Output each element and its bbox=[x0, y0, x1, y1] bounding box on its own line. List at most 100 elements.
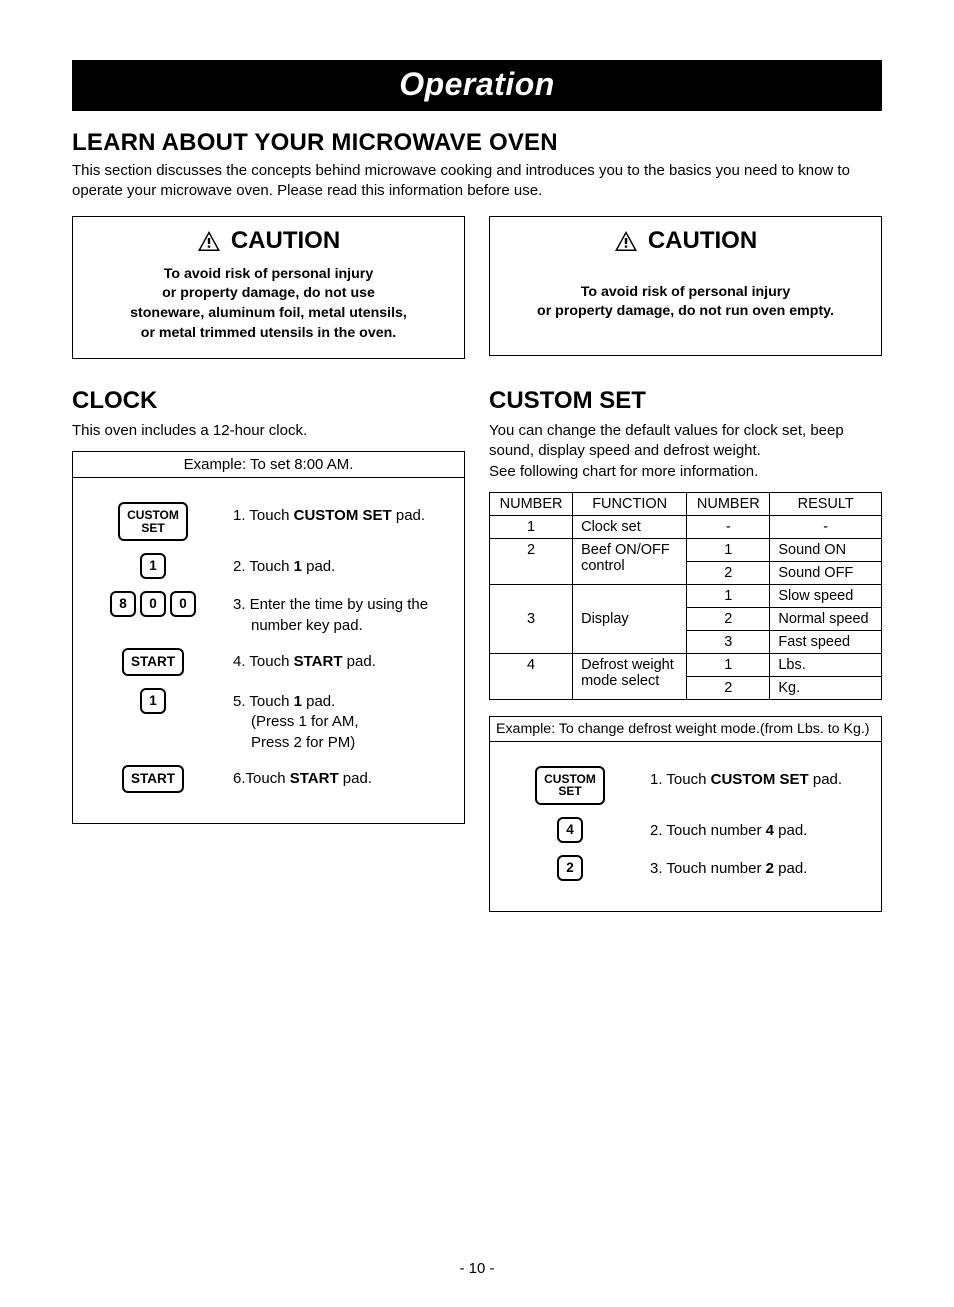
cell-r2-func-l1: Beef ON/OFF bbox=[581, 542, 670, 558]
cell-r4-func-l1: Defrost weight bbox=[581, 657, 674, 673]
clock-step-5: 1 5. Touch 1 pad. (Press 1 for AM, Press… bbox=[83, 688, 454, 753]
cell-r3-res2: Normal speed bbox=[770, 607, 882, 630]
clock-s3-l2: number key pad. bbox=[233, 616, 454, 636]
caution-right-line1: To avoid risk of personal injury bbox=[581, 284, 790, 300]
table-row: 1 Clock set - - bbox=[490, 515, 882, 538]
cell-r3-sub3: 3 bbox=[687, 630, 770, 653]
custom-title: CUSTOM SET bbox=[489, 387, 882, 415]
clock-s4-post: pad. bbox=[343, 653, 376, 670]
one-pad-b: 1 bbox=[140, 688, 166, 714]
caution-label-right: CAUTION bbox=[648, 227, 757, 255]
custom-intro: You can change the default values for cl… bbox=[489, 421, 882, 482]
custom-s2-pre: 2. Touch number bbox=[650, 822, 766, 839]
clock-title: CLOCK bbox=[72, 387, 465, 415]
custom-table: NUMBER FUNCTION NUMBER RESULT 1 Clock se… bbox=[489, 492, 882, 700]
custom-intro-l1: You can change the default values for cl… bbox=[489, 422, 844, 459]
clock-s1-pre: 1. Touch bbox=[233, 507, 294, 524]
custom-s3-post: pad. bbox=[774, 860, 807, 877]
caution-row: CAUTION To avoid risk of personal injury… bbox=[72, 216, 882, 360]
custom-step-1: CUSTOM SET 1. Touch CUSTOM SET pad. bbox=[500, 766, 871, 805]
two-pad: 2 bbox=[557, 855, 583, 881]
custom-s3-bold: 2 bbox=[766, 860, 774, 877]
custom-step-1-text: 1. Touch CUSTOM SET pad. bbox=[650, 766, 871, 790]
custom-example-box: Example: To change defrost weight mode.(… bbox=[489, 716, 882, 912]
clock-step-6-text: 6.Touch START pad. bbox=[233, 765, 454, 789]
clock-step-2-text: 2. Touch 1 pad. bbox=[233, 553, 454, 577]
caution-header-right: CAUTION bbox=[502, 227, 869, 255]
custom-s3-pre: 3. Touch number bbox=[650, 860, 766, 877]
caution-left-line1: To avoid risk of personal injury bbox=[164, 266, 373, 282]
cell-r3-sub2: 2 bbox=[687, 607, 770, 630]
cell-r1-func: Clock set bbox=[573, 515, 687, 538]
cell-r3-func: Display bbox=[573, 584, 687, 653]
cell-r2-res2: Sound OFF bbox=[770, 561, 882, 584]
cell-r4-sub2: 2 bbox=[687, 676, 770, 699]
custom-set-pad-l2: SET bbox=[141, 522, 164, 535]
clock-s6-pre: 6.Touch bbox=[233, 770, 290, 787]
table-row: 3 Display 1 Slow speed bbox=[490, 584, 882, 607]
one-pad: 1 bbox=[140, 553, 166, 579]
cell-r2-sub2: 2 bbox=[687, 561, 770, 584]
caution-body-right: To avoid risk of personal injury or prop… bbox=[502, 265, 869, 323]
cell-r2-func-l2: control bbox=[581, 558, 625, 574]
learn-intro: This section discusses the concepts behi… bbox=[72, 161, 882, 202]
clock-s5-bold: 1 bbox=[294, 693, 302, 710]
custom-step-2-text: 2. Touch number 4 pad. bbox=[650, 817, 871, 841]
custom-s2-post: pad. bbox=[774, 822, 807, 839]
clock-s6-bold: START bbox=[290, 770, 339, 787]
caution-right-line2: or property damage, do not run oven empt… bbox=[537, 303, 834, 319]
warning-icon bbox=[197, 230, 221, 252]
clock-s2-pre: 2. Touch bbox=[233, 558, 294, 575]
table-row: 2 Beef ON/OFF control 1 Sound ON bbox=[490, 538, 882, 561]
caution-left-line3: stoneware, aluminum foil, metal utensils… bbox=[130, 305, 407, 321]
page-banner: Operation bbox=[72, 60, 882, 111]
clock-s3-l1: 3. Enter the time by using the bbox=[233, 596, 428, 613]
th-number-a: NUMBER bbox=[490, 492, 573, 515]
cell-r1-sub: - bbox=[687, 515, 770, 538]
custom-step-3-text: 3. Touch number 2 pad. bbox=[650, 855, 871, 879]
clock-s4-pre: 4. Touch bbox=[233, 653, 294, 670]
caution-header-left: CAUTION bbox=[85, 227, 452, 255]
cell-r2-sub1: 1 bbox=[687, 538, 770, 561]
custom-set-pad-b: CUSTOM SET bbox=[535, 766, 605, 805]
clock-s5-l2: (Press 1 for AM, bbox=[233, 712, 454, 732]
start-pad-a: START bbox=[122, 648, 184, 676]
clock-step-6: START 6.Touch START pad. bbox=[83, 765, 454, 793]
clock-step-5-text: 5. Touch 1 pad. (Press 1 for AM, Press 2… bbox=[233, 688, 454, 753]
cell-r3-num: 3 bbox=[490, 584, 573, 653]
cell-r4-res2: Kg. bbox=[770, 676, 882, 699]
clock-step-3-text: 3. Enter the time by using the number ke… bbox=[233, 591, 454, 636]
clock-example-box: Example: To set 8:00 AM. CUSTOM SET 1. T… bbox=[72, 451, 465, 824]
cell-r2-func: Beef ON/OFF control bbox=[573, 538, 687, 584]
cell-r4-sub1: 1 bbox=[687, 653, 770, 676]
page-number: - 10 - bbox=[0, 1260, 954, 1277]
cell-r2-res1: Sound ON bbox=[770, 538, 882, 561]
clock-s4-bold: START bbox=[294, 653, 343, 670]
clock-s6-post: pad. bbox=[339, 770, 372, 787]
cell-r2-num: 2 bbox=[490, 538, 573, 584]
clock-step-4-text: 4. Touch START pad. bbox=[233, 648, 454, 672]
caution-box-left: CAUTION To avoid risk of personal injury… bbox=[72, 216, 465, 360]
content-row: CLOCK This oven includes a 12-hour clock… bbox=[72, 359, 882, 912]
cell-r4-func: Defrost weight mode select bbox=[573, 653, 687, 699]
custom-set-pad-b-l2: SET bbox=[558, 785, 581, 798]
table-row: 4 Defrost weight mode select 1 Lbs. bbox=[490, 653, 882, 676]
custom-intro-l2: See following chart for more information… bbox=[489, 463, 758, 480]
zero-pad-b: 0 bbox=[170, 591, 196, 617]
learn-title: LEARN ABOUT YOUR MICROWAVE OVEN bbox=[72, 129, 882, 157]
clock-step-1-text: 1. Touch CUSTOM SET pad. bbox=[233, 502, 454, 526]
clock-step-3: 8 0 0 3. Enter the time by using the num… bbox=[83, 591, 454, 636]
clock-step-1: CUSTOM SET 1. Touch CUSTOM SET pad. bbox=[83, 502, 454, 541]
custom-s1-bold: CUSTOM SET bbox=[711, 771, 809, 788]
clock-s2-bold: 1 bbox=[294, 558, 302, 575]
custom-example-title: Example: To change defrost weight mode.(… bbox=[490, 717, 881, 742]
caution-body-left: To avoid risk of personal injury or prop… bbox=[85, 265, 452, 345]
custom-s1-post: pad. bbox=[809, 771, 842, 788]
four-pad: 4 bbox=[557, 817, 583, 843]
custom-s2-bold: 4 bbox=[766, 822, 774, 839]
table-header-row: NUMBER FUNCTION NUMBER RESULT bbox=[490, 492, 882, 515]
cell-r4-func-l2: mode select bbox=[581, 673, 659, 689]
cell-r3-sub1: 1 bbox=[687, 584, 770, 607]
zero-pad-a: 0 bbox=[140, 591, 166, 617]
start-pad-b: START bbox=[122, 765, 184, 793]
